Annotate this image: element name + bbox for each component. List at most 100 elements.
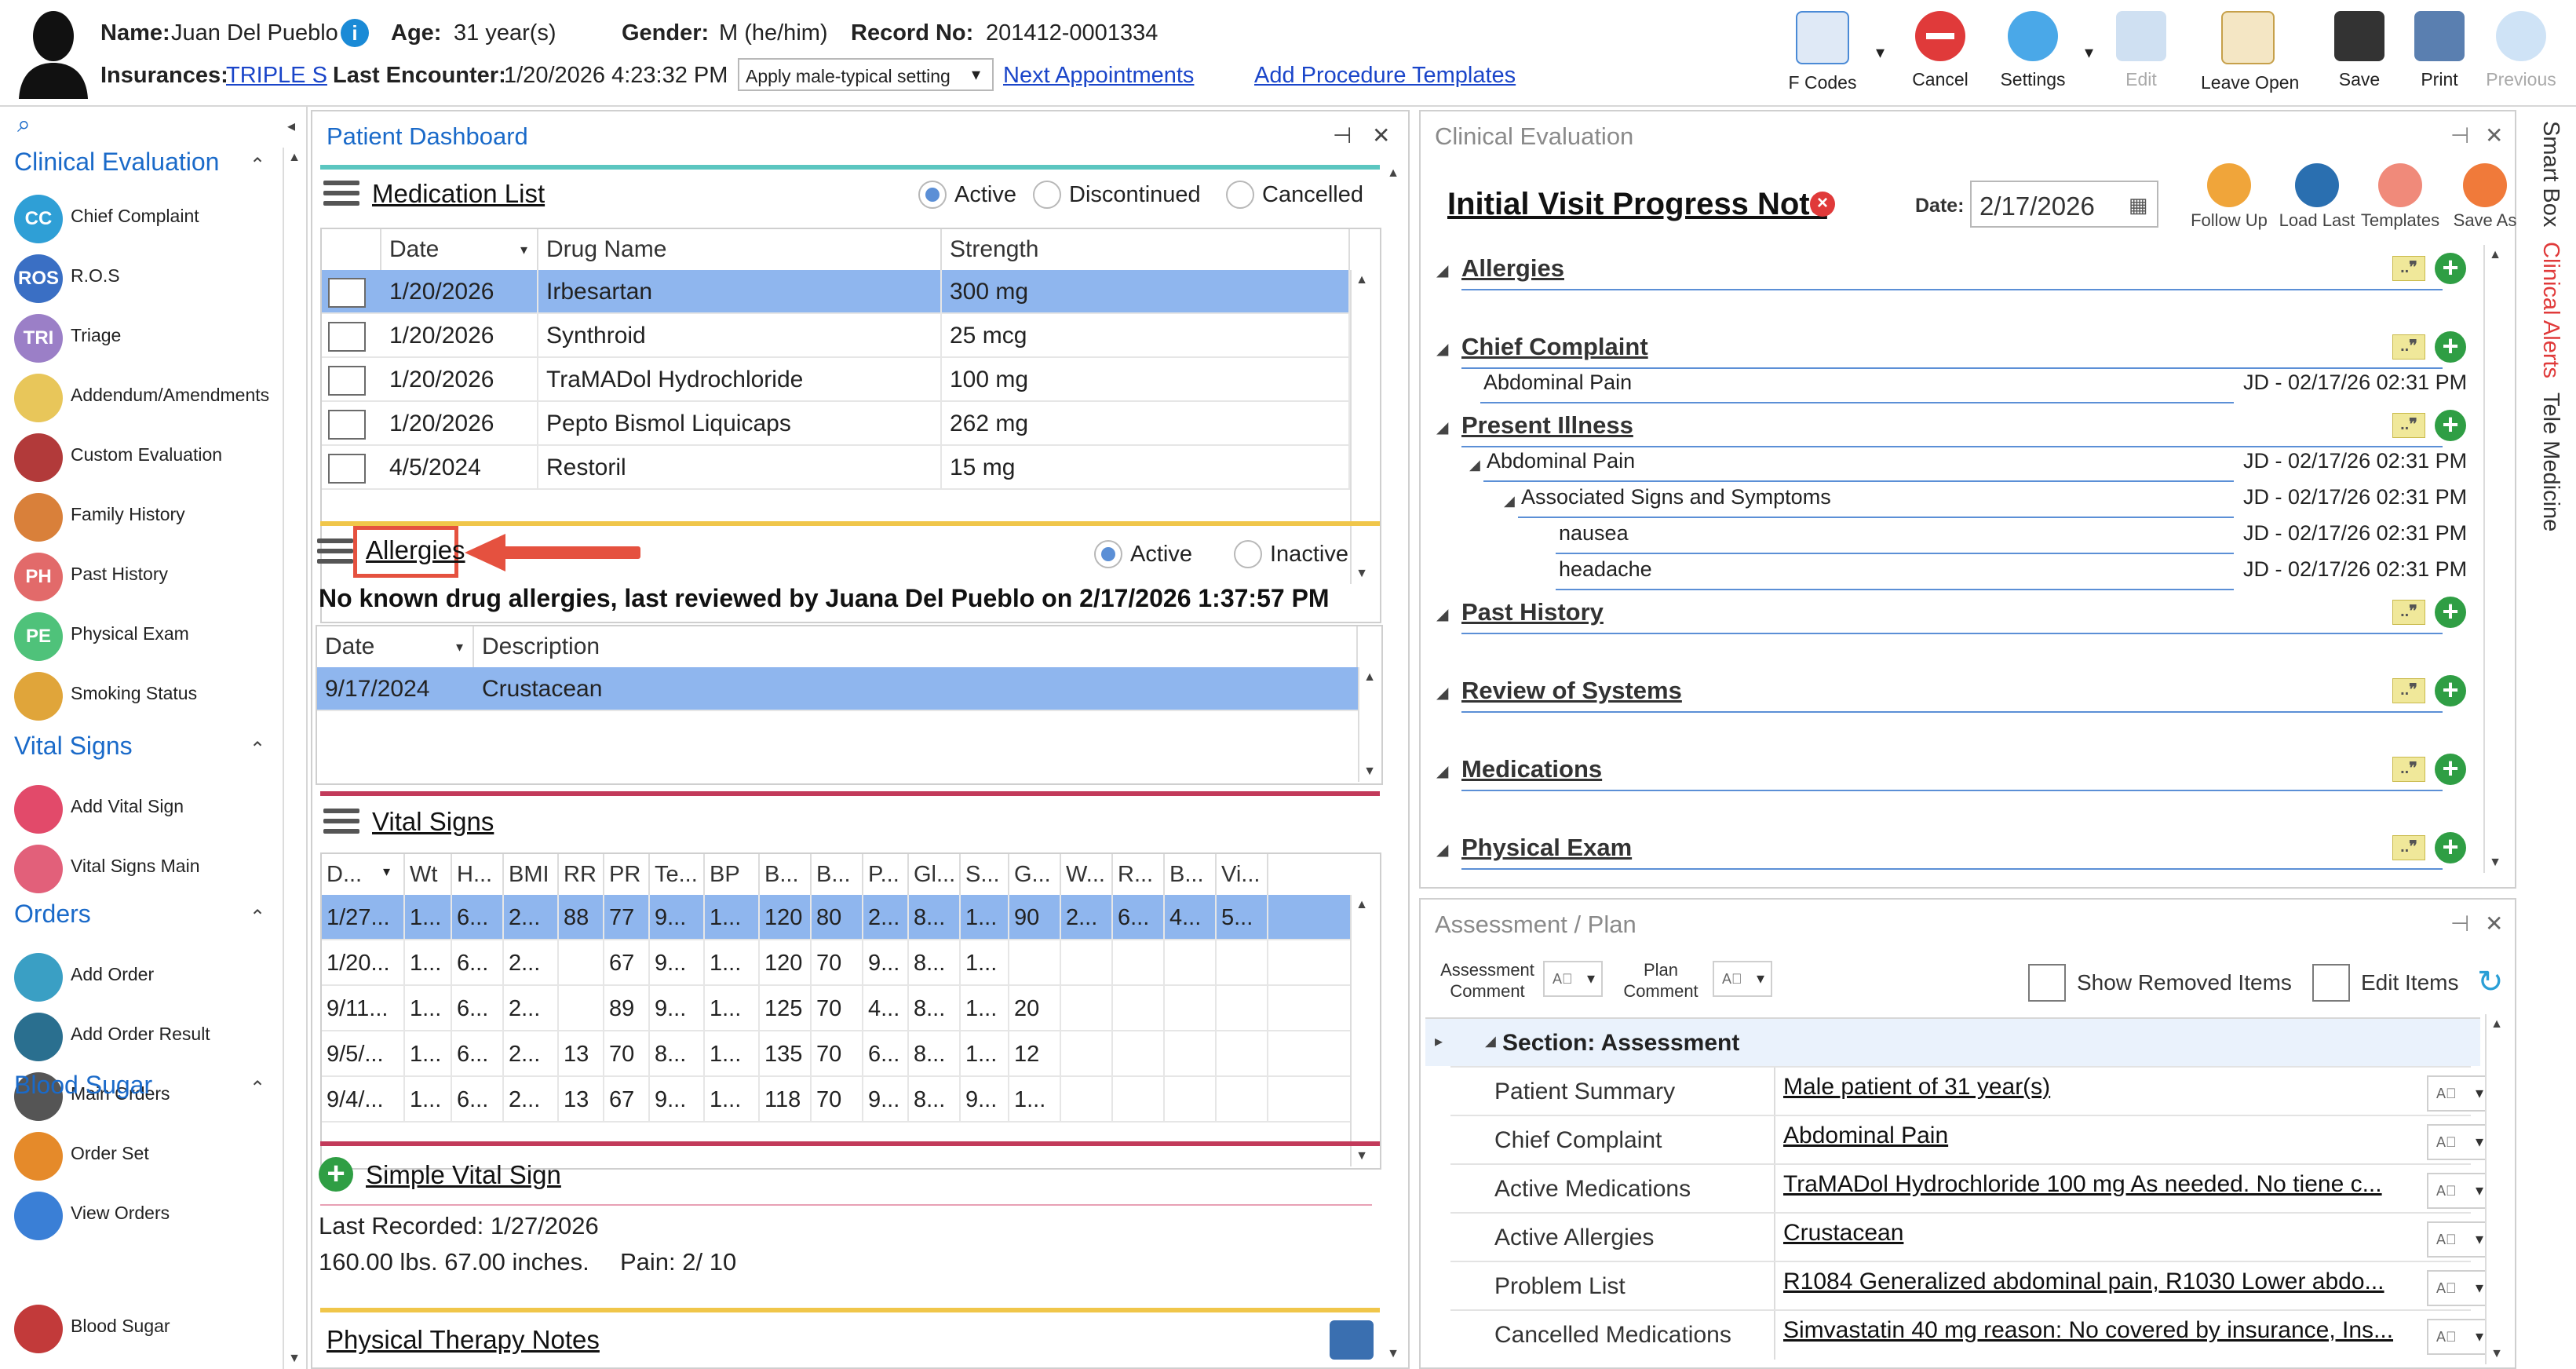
physical-therapy-title[interactable]: Physical Therapy Notes: [327, 1325, 600, 1354]
vs-column-header[interactable]: D...: [322, 854, 405, 895]
allergies-title[interactable]: Allergies: [366, 535, 465, 564]
smart-box-tab[interactable]: Smart Box: [2538, 121, 2563, 228]
add-plus-icon[interactable]: +: [2435, 675, 2466, 706]
assessment-row-value[interactable]: Crustacean: [1783, 1220, 1904, 1246]
menu-icon[interactable]: [317, 538, 353, 567]
collapse-icon[interactable]: ◢: [1436, 262, 1449, 279]
section-name[interactable]: Physical Exam: [1461, 834, 1633, 861]
menu-icon[interactable]: [323, 181, 359, 209]
table-row[interactable]: 1/20... 1... 6... 2... 67 9... 1... 120 70 9... 8.…: [322, 940, 1350, 986]
sidebar-item[interactable]: PH Past History: [14, 551, 285, 601]
comment-quote-icon[interactable]: ..❞: [2392, 678, 2425, 703]
comment-quote-icon[interactable]: ..❞: [2392, 835, 2425, 860]
sidebar-item[interactable]: View Orders: [14, 1190, 285, 1240]
evaluation-section[interactable]: ◢ Review of Systems ..❞ +: [1436, 674, 2466, 713]
edit-items-checkbox[interactable]: [2312, 964, 2350, 1002]
fcodes-dropdown-icon[interactable]: ▾: [1876, 42, 1885, 62]
edit-button[interactable]: Edit: [2094, 11, 2188, 97]
close-icon[interactable]: ✕: [2485, 911, 2504, 936]
pin-icon[interactable]: ⊣: [2450, 123, 2470, 148]
evaluation-item[interactable]: headache: [1559, 557, 1652, 581]
table-row[interactable]: 9/11... 1... 6... 2... 89 9... 1... 125 70 4... 8.…: [322, 986, 1350, 1031]
assessment-row-value[interactable]: Simvastatin 40 mg reason: No covered by …: [1783, 1317, 2394, 1343]
sidebar-item[interactable]: PE Physical Exam: [14, 611, 285, 661]
scroll-down-icon[interactable]: ▼: [1387, 1347, 1399, 1360]
sidebar-item[interactable]: Smoking Status: [14, 670, 285, 721]
tele-medicine-tab[interactable]: Tele Medicine: [2538, 392, 2563, 532]
med-filter-discontinued-radio[interactable]: [1033, 181, 1061, 209]
assessment-row-value[interactable]: Male patient of 31 year(s): [1783, 1074, 2051, 1100]
add-plus-icon[interactable]: +: [2435, 253, 2466, 284]
templates-button[interactable]: Templates: [2353, 163, 2447, 237]
collapse-icon[interactable]: ◢: [1436, 763, 1449, 780]
expand-icon[interactable]: ▸: [1435, 1033, 1443, 1050]
vs-column-header[interactable]: B...: [760, 854, 812, 895]
pin-icon[interactable]: ⊣: [2450, 911, 2470, 936]
collapse-icon[interactable]: ◢: [1436, 606, 1449, 623]
scroll-up-icon[interactable]: ▲: [1363, 670, 1376, 684]
column-header-date[interactable]: Date ▾: [317, 626, 474, 667]
vs-column-header[interactable]: Te...: [650, 854, 705, 895]
save-button[interactable]: Save: [2312, 11, 2406, 97]
section-name[interactable]: Past History: [1461, 598, 1604, 626]
scroll-down-icon[interactable]: ▼: [2489, 856, 2501, 869]
vs-column-header[interactable]: BMI: [504, 854, 559, 895]
scroll-up-icon[interactable]: ▲: [1356, 273, 1368, 287]
sidebar-item[interactable]: Add Vital Sign: [14, 783, 285, 834]
table-row[interactable]: 4/5/2024 Restoril 15 mg: [322, 446, 1350, 490]
settings-button[interactable]: Settings: [1986, 11, 2080, 97]
nav-group-title[interactable]: Clinical Evaluation: [14, 148, 220, 176]
sidebar-item[interactable]: Main Orders: [14, 1071, 285, 1121]
collapse-sidebar-icon[interactable]: ◂: [287, 118, 296, 135]
evaluation-item[interactable]: nausea: [1559, 521, 1629, 545]
assessment-comment-button[interactable]: A⃞: [1543, 961, 1603, 997]
chevron-up-icon[interactable]: ⌃: [250, 155, 266, 176]
vs-column-header[interactable]: G...: [1009, 854, 1061, 895]
nav-group-title[interactable]: Vital Signs: [14, 732, 133, 760]
follow-up-button[interactable]: Follow Up: [2182, 163, 2276, 237]
med-filter-cancelled-radio[interactable]: [1226, 181, 1254, 209]
vs-column-header[interactable]: B...: [812, 854, 863, 895]
pin-icon[interactable]: ⊣: [1333, 123, 1352, 148]
chevron-up-icon[interactable]: ⌃: [250, 907, 266, 928]
evaluation-item[interactable]: Abdominal Pain: [1483, 371, 1633, 394]
close-icon[interactable]: ✕: [2485, 123, 2504, 148]
row-checkbox[interactable]: [328, 322, 366, 352]
table-row[interactable]: 1/20/2026 Irbesartan 300 mg: [322, 270, 1350, 314]
nav-group-title[interactable]: Blood Sugar: [14, 1071, 153, 1099]
vs-column-header[interactable]: B...: [1165, 854, 1217, 895]
insurance-link[interactable]: TRIPLE S: [226, 63, 327, 88]
evaluation-item[interactable]: Abdominal Pain: [1487, 449, 1636, 473]
comment-quote-icon[interactable]: ..❞: [2392, 256, 2425, 281]
comment-quote-icon[interactable]: ..❞: [2392, 600, 2425, 625]
note-title[interactable]: Initial Visit Progress Note: [1447, 187, 1827, 221]
evaluation-section[interactable]: ◢ Present Illness ..❞ +: [1436, 408, 2466, 447]
vs-column-header[interactable]: Gl...: [909, 854, 961, 895]
comment-quote-icon[interactable]: ..❞: [2392, 757, 2425, 782]
sidebar-item[interactable]: Order Set: [14, 1130, 285, 1181]
sidebar-item[interactable]: Custom Evaluation: [14, 432, 285, 482]
evaluation-section[interactable]: ◢ Physical Exam ..❞ +: [1436, 831, 2466, 870]
settings-dropdown-icon[interactable]: ▾: [2085, 42, 2094, 62]
add-plus-icon[interactable]: +: [319, 1157, 353, 1192]
close-icon[interactable]: ✕: [1372, 123, 1391, 148]
assessment-row[interactable]: Cancelled Medications Simvastatin 40 mg r…: [1450, 1309, 2491, 1360]
clinical-alerts-tab[interactable]: Clinical Alerts: [2538, 242, 2563, 379]
sidebar-item[interactable]: Add Order Result: [14, 1011, 285, 1061]
row-format-button[interactable]: A⃞: [2427, 1319, 2491, 1355]
evaluation-section[interactable]: ◢ Past History ..❞ +: [1436, 595, 2466, 634]
section-row[interactable]: ▸ ◢ Section: Assessment: [1425, 1017, 2480, 1066]
assessment-row[interactable]: Active Medications TraMADol Hydrochloride…: [1450, 1163, 2491, 1214]
chevron-up-icon[interactable]: ⌃: [250, 739, 266, 760]
scroll-down-icon[interactable]: ▼: [1356, 567, 1368, 580]
vs-grid-scrollbar[interactable]: ▲ ▼: [1350, 895, 1374, 1166]
vs-column-header[interactable]: P...: [863, 854, 909, 895]
allergy-grid-scrollbar[interactable]: ▲ ▼: [1358, 667, 1381, 782]
scroll-up-icon[interactable]: ▲: [2489, 248, 2501, 261]
row-checkbox[interactable]: [328, 454, 366, 484]
add-plus-icon[interactable]: +: [2435, 597, 2466, 628]
column-header-date[interactable]: Date ▾: [381, 229, 538, 270]
evaluation-section[interactable]: ◢ Allergies ..❞ +: [1436, 251, 2466, 290]
row-format-button[interactable]: A⃞: [2427, 1221, 2491, 1258]
assessment-row[interactable]: Chief Complaint Abdominal Pain A⃞: [1450, 1115, 2491, 1165]
